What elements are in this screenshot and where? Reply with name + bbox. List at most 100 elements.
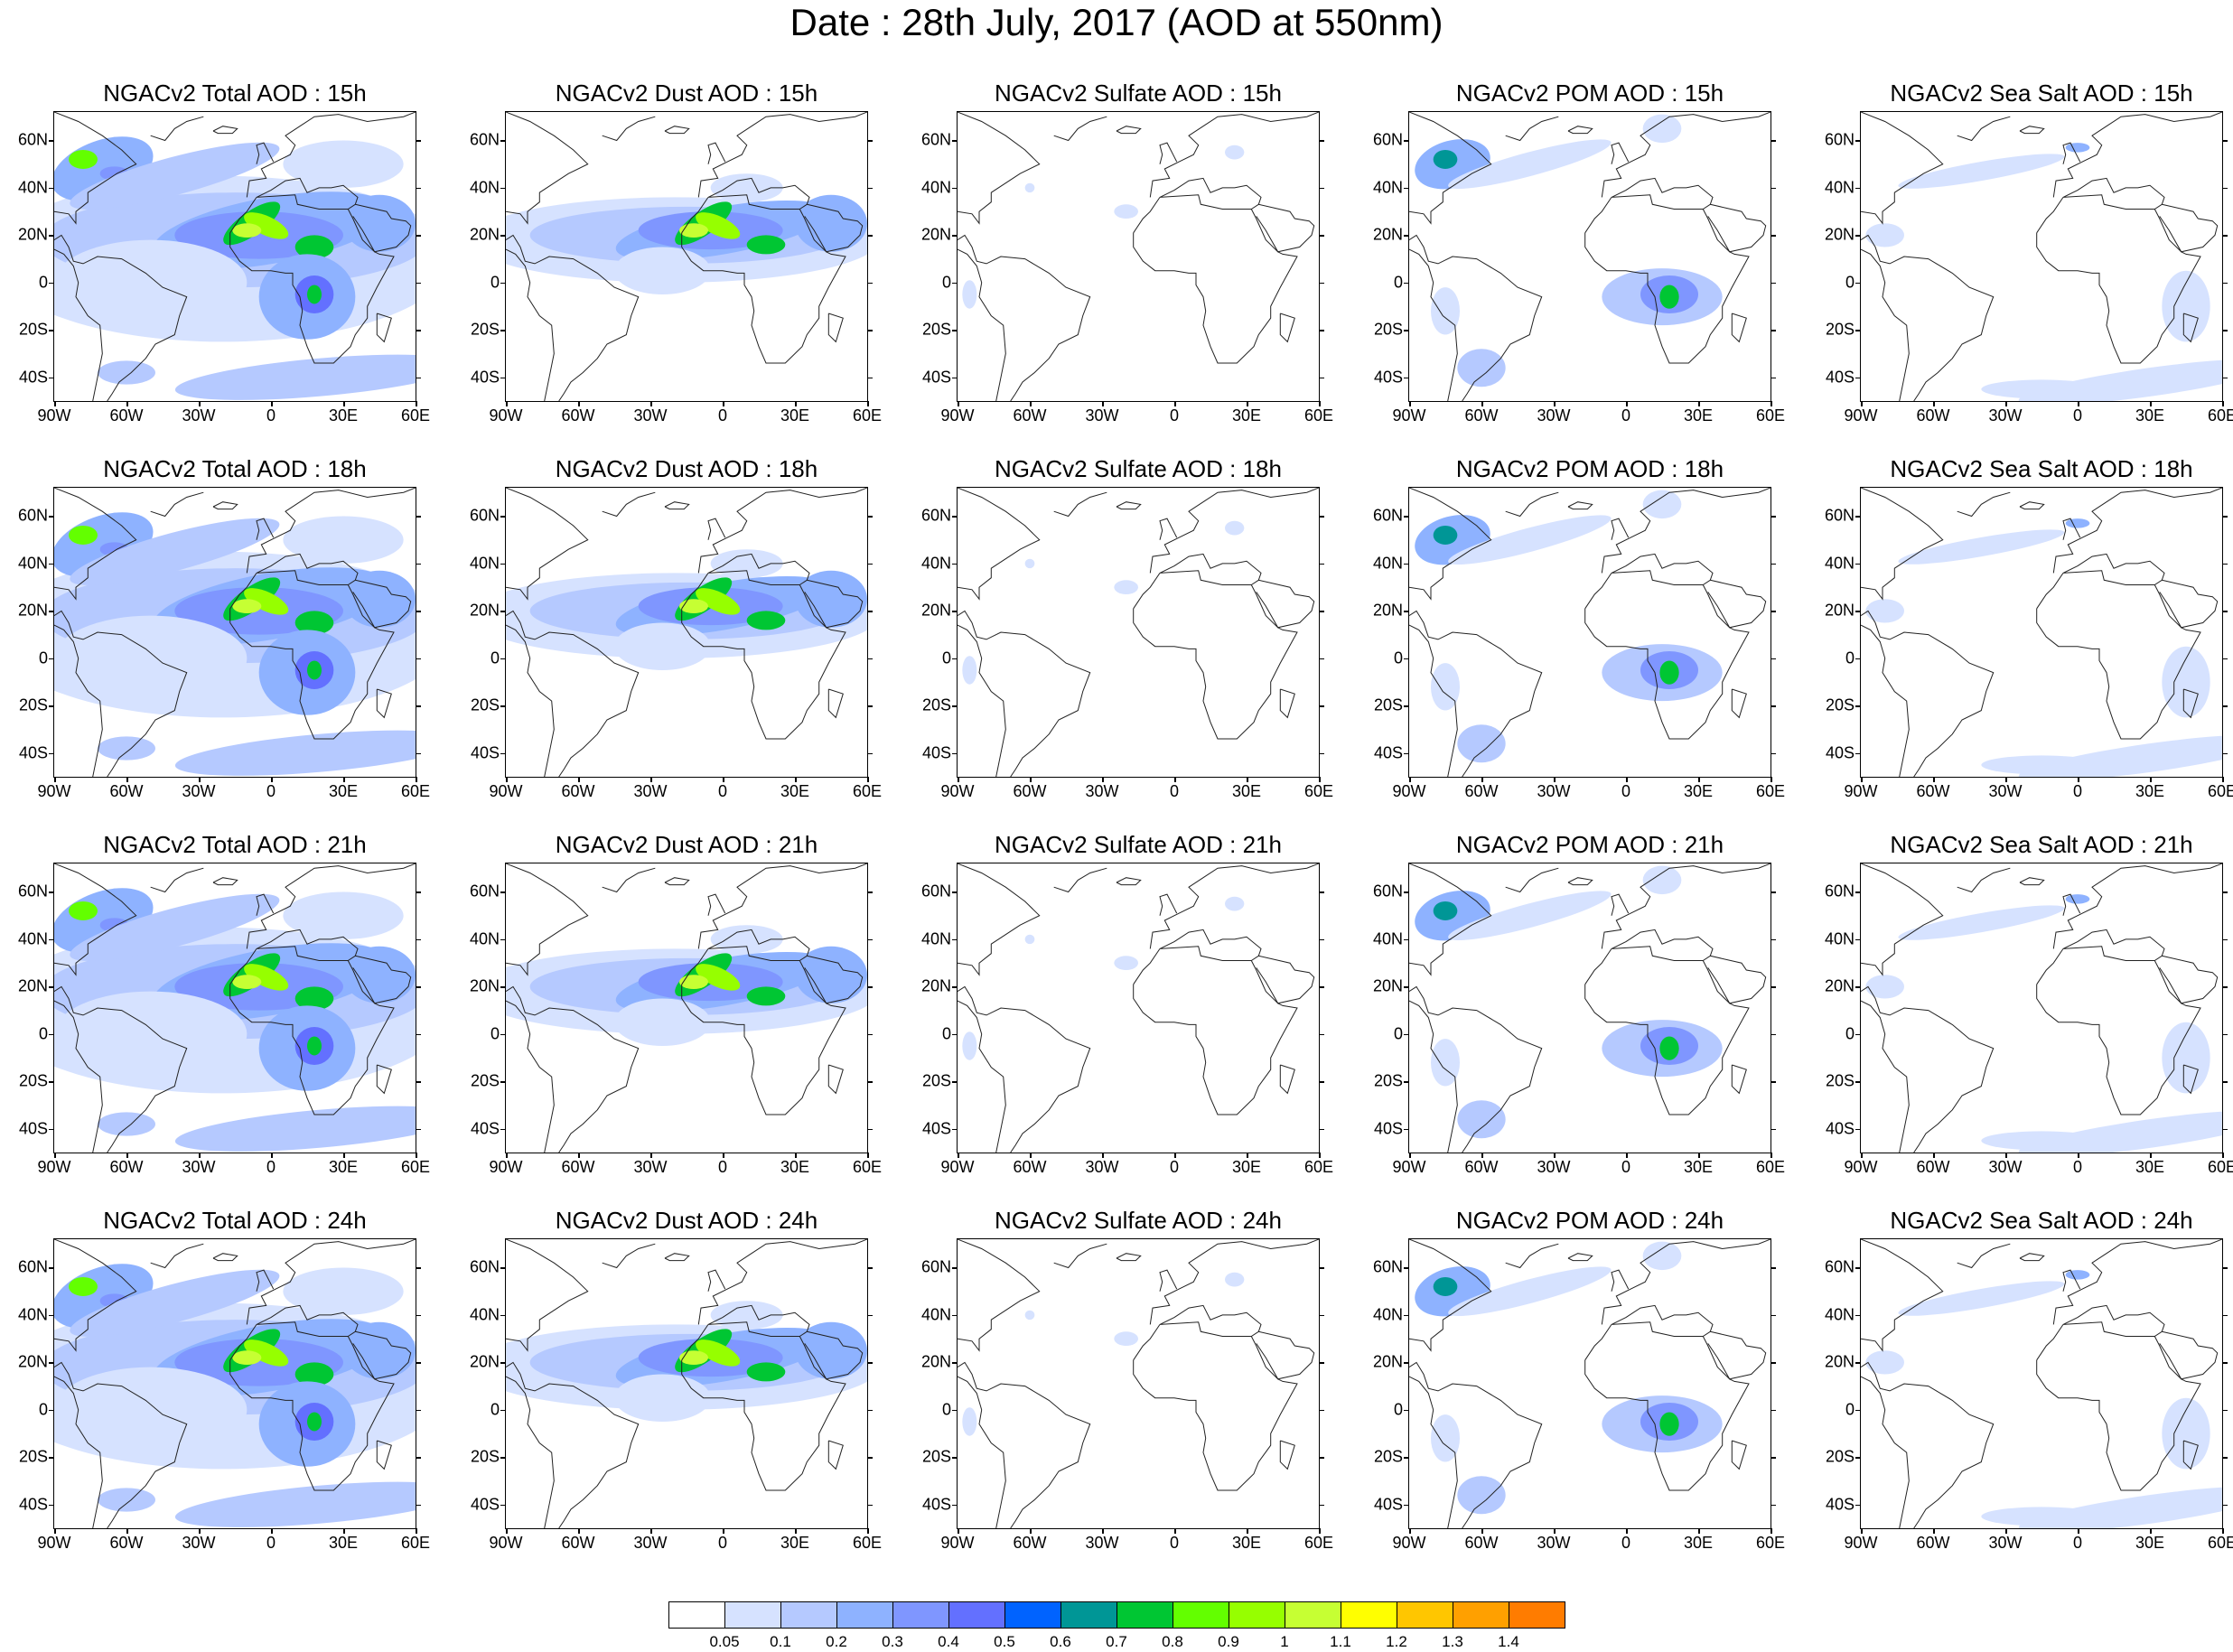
coastline <box>150 116 204 142</box>
lon-tick <box>1319 1153 1321 1158</box>
coastline <box>2036 1324 2064 1361</box>
aod-plume <box>1457 349 1506 387</box>
lat-tick <box>867 377 873 379</box>
aod-plume <box>307 660 322 680</box>
coastline <box>1409 248 1458 401</box>
lon-tick <box>2150 777 2152 782</box>
lon-tick-label: 30E <box>2135 406 2165 425</box>
coastline <box>506 488 589 601</box>
coastline <box>1611 1269 1630 1292</box>
lat-tick <box>952 611 958 612</box>
lon-tick <box>1771 401 1772 406</box>
lon-tick-label: 60W <box>109 1158 144 1176</box>
panel-title: NGACv2 POM AOD : 21h <box>1455 831 1724 858</box>
lat-tick-label: 40N <box>1372 554 1403 573</box>
coastline <box>2019 1253 2045 1262</box>
coastline <box>707 142 726 164</box>
aod-plume <box>174 1481 416 1527</box>
lat-tick <box>867 611 873 612</box>
coastline <box>1159 553 1262 585</box>
lon-tick <box>1247 1153 1248 1158</box>
lat-tick-label: 40N <box>1824 929 1855 948</box>
coastline <box>1584 960 1750 1115</box>
lat-tick-label: 20S <box>921 1071 951 1090</box>
lon-tick <box>1698 401 1700 406</box>
lat-tick <box>867 1128 873 1131</box>
lat-tick-label: 40S <box>1825 743 1855 762</box>
lat-tick-label: 40S <box>921 1119 951 1138</box>
lat-tick-label: 0 <box>490 1024 500 1043</box>
coastline <box>1053 116 1107 142</box>
lon-tick-label: 30E <box>1231 1158 1262 1176</box>
map-area <box>957 1238 1320 1529</box>
coastline <box>697 488 867 574</box>
lon-tick <box>199 777 201 782</box>
coastline <box>2062 1269 2081 1292</box>
lat-tick <box>1404 563 1409 565</box>
lat-tick <box>867 1314 873 1317</box>
aod-plume <box>1659 285 1679 309</box>
lat-tick <box>1404 1314 1409 1317</box>
aod-plume <box>614 622 711 670</box>
lat-tick <box>1855 752 1861 755</box>
coastline <box>1159 929 1262 961</box>
lon-tick <box>343 1528 345 1534</box>
lat-tick <box>952 752 958 755</box>
lat-tick-label: 0 <box>1393 1024 1403 1043</box>
coastline <box>54 863 137 976</box>
coastline <box>1584 197 1612 234</box>
lat-tick <box>2222 1033 2228 1036</box>
aod-plume <box>1642 865 1682 895</box>
coastline <box>256 893 275 916</box>
lon-tick <box>1319 1528 1321 1534</box>
lon-tick <box>2078 1153 2079 1158</box>
aod-plume <box>1024 934 1035 945</box>
aod-plume <box>232 599 262 614</box>
aod-plume <box>614 998 711 1046</box>
coastline <box>1611 1304 1714 1337</box>
panel-title: NGACv2 Sulfate AOD : 18h <box>995 455 1282 482</box>
coastline <box>2182 1064 2199 1095</box>
lat-tick <box>2222 1081 2228 1083</box>
lon-tick <box>2078 401 2079 406</box>
lon-tick-label: 60E <box>852 406 883 425</box>
coastline <box>256 518 275 540</box>
coastline <box>1409 488 1492 601</box>
colorbar-swatch <box>780 1601 837 1629</box>
lat-tick-label: 0 <box>1845 1024 1855 1043</box>
coastline <box>1133 960 1298 1115</box>
lon-tick <box>2005 1153 2007 1158</box>
aod-plume <box>1898 529 2065 565</box>
coastline <box>1731 1064 1747 1095</box>
lon-tick <box>723 1153 724 1158</box>
lat-tick <box>1404 282 1409 285</box>
coastline <box>1279 313 1295 343</box>
lat-tick <box>952 1033 958 1036</box>
lat-tick <box>49 1409 54 1412</box>
coastline <box>1601 488 1771 574</box>
lat-tick <box>416 282 421 285</box>
aod-plume <box>1898 905 2065 940</box>
coastline <box>707 177 810 210</box>
coastline <box>707 929 810 961</box>
coastline <box>958 234 1091 401</box>
coastline <box>506 1239 589 1352</box>
lon-tick <box>2222 777 2224 782</box>
lat-tick-label: 20S <box>470 695 500 714</box>
coastline <box>1159 1304 1262 1337</box>
coastline <box>2182 1440 2199 1470</box>
lon-tick-label: 60E <box>2207 782 2233 800</box>
coastline <box>1159 518 1178 540</box>
lat-tick <box>500 705 506 707</box>
lat-tick <box>1404 1362 1409 1364</box>
aod-plume <box>283 516 404 564</box>
coastline <box>1053 491 1107 518</box>
aod-plume <box>343 194 416 252</box>
aod-plume <box>795 570 867 628</box>
lat-tick-label: 0 <box>490 273 500 292</box>
aod-plume <box>746 611 786 630</box>
lat-tick <box>1771 1033 1776 1036</box>
coastline <box>1611 929 1714 961</box>
lat-tick <box>1404 611 1409 612</box>
map-panel-total-15h: NGACv2 Total AOD : 15h 60N 40N 20N 0 20S 40S 90… <box>5 79 456 450</box>
